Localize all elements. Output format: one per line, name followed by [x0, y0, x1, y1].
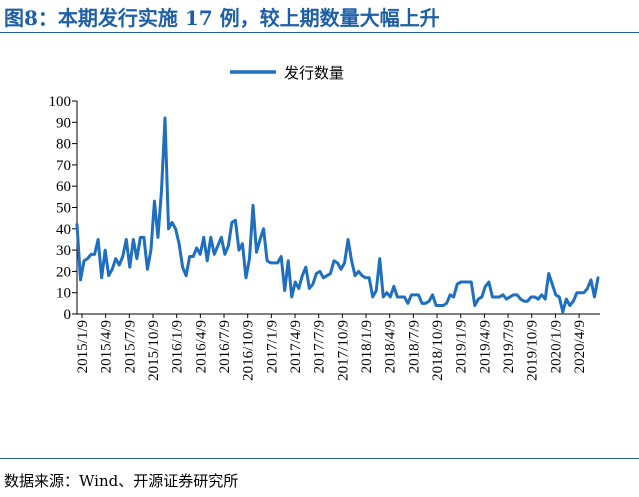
x-tick-label: 2018/10/9: [430, 320, 446, 381]
x-tick-label: 2016/4/9: [193, 320, 209, 373]
y-tick-label: 30: [56, 243, 71, 259]
y-tick-label: 60: [56, 179, 71, 195]
series-line-issuance-count: [75, 116, 600, 314]
x-tick-label: 2016/7/9: [217, 320, 233, 373]
x-tick-label: 2019/7/9: [501, 320, 517, 373]
x-tick-label: 2016/10/9: [241, 320, 257, 381]
source-note: 数据来源：Wind、开源证券研究所: [4, 472, 239, 490]
y-tick-label: 100: [49, 94, 72, 110]
x-tick-label: 2020/4/9: [572, 320, 588, 373]
x-axis-ticks: 2015/1/9 2015/4/9 2015/7/9 2015/10/9 2016/1/…: [75, 314, 588, 381]
x-tick-label: 2017/1/9: [264, 320, 280, 373]
footer-divider: [0, 458, 639, 459]
x-tick-label: 2016/1/9: [170, 320, 186, 373]
x-tick-label: 2018/1/9: [359, 320, 375, 373]
x-tick-label: 2019/4/9: [477, 320, 493, 373]
x-tick-label: 2015/1/9: [75, 320, 91, 373]
x-tick-label: 2017/10/9: [335, 320, 351, 381]
y-tick-label: 50: [56, 201, 71, 217]
y-tick-label: 20: [56, 264, 71, 280]
x-tick-label: 2015/10/9: [146, 320, 162, 381]
title-divider: [0, 32, 639, 33]
x-tick-label: 2015/4/9: [99, 320, 115, 373]
x-tick-label: 2015/7/9: [122, 320, 138, 373]
y-axis-ticks: 0 10 20 30 40 50 60 70 80 90 100: [49, 94, 77, 323]
x-tick-label: 2018/7/9: [406, 320, 422, 373]
y-tick-label: 10: [56, 286, 71, 302]
x-tick-label: 2019/1/9: [454, 320, 470, 373]
legend-label: 发行数量: [284, 64, 344, 82]
legend: 发行数量: [230, 64, 344, 82]
y-tick-label: 90: [56, 115, 71, 131]
y-tick-label: 0: [64, 307, 72, 323]
figure-title: 图8：本期发行实施 17 例，较上期数量大幅上升: [4, 6, 440, 30]
x-tick-label: 2019/10/9: [525, 320, 541, 381]
y-tick-label: 40: [56, 222, 71, 238]
y-tick-label: 70: [56, 158, 71, 174]
x-tick-label: 2017/4/9: [288, 320, 304, 373]
x-tick-label: 2017/7/9: [312, 320, 328, 373]
x-tick-label: 2018/4/9: [383, 320, 399, 373]
y-tick-label: 80: [56, 137, 71, 153]
x-tick-label: 2020/1/9: [548, 320, 564, 373]
